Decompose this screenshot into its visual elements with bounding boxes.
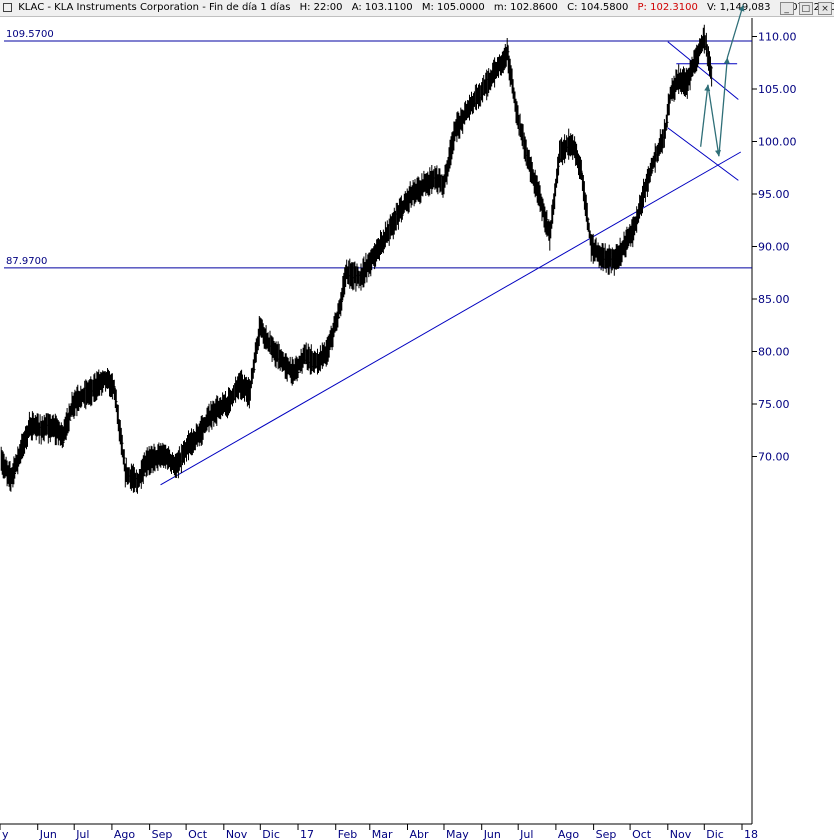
x-tick-label: Ago: [114, 828, 136, 840]
chart-menu-icon[interactable]: [3, 3, 12, 12]
y-tick-label: 90.00: [758, 241, 790, 254]
x-tick-label: Dic: [706, 828, 724, 840]
trendline[interactable]: [667, 41, 739, 100]
x-tick-label: Abr: [409, 828, 429, 840]
window-controls: _ □ ×: [778, 1, 832, 16]
x-tick-label: Mar: [372, 828, 393, 840]
x-tick-label: May: [446, 828, 469, 840]
x-tick-label: Ago: [558, 828, 580, 840]
close-icon[interactable]: ×: [818, 2, 832, 15]
y-tick-label: 105.00: [758, 83, 797, 96]
x-tick-label: Oct: [188, 828, 208, 840]
last-time-readout: H: 22:00: [299, 2, 343, 13]
x-tick-label: 18: [744, 828, 758, 840]
y-tick-label: 95.00: [758, 188, 790, 201]
x-tick-label: Feb: [338, 828, 357, 840]
projection-arrowhead: [715, 149, 721, 157]
x-tick-label: 17: [300, 828, 314, 840]
x-tick-label: Jun: [483, 828, 501, 840]
low-readout: m: 102.8600: [493, 2, 558, 13]
projection-arrowhead: [723, 57, 730, 64]
trendline[interactable]: [667, 127, 739, 181]
symbol-title: KLAC - KLA Instruments Corporation - Fin…: [18, 2, 291, 13]
volume-readout: V: 1,149,083: [707, 2, 771, 13]
projection-segment[interactable]: [726, 4, 744, 58]
minimize-icon[interactable]: _: [779, 2, 794, 15]
previous-readout: P: 102.3100: [637, 2, 698, 13]
x-tick-label: y: [2, 828, 9, 840]
y-tick-label: 110.00: [758, 31, 797, 44]
x-tick-label: Dic: [262, 828, 280, 840]
projection-segment[interactable]: [707, 84, 720, 157]
high-readout: M: 105.0000: [421, 2, 485, 13]
x-tick-label: Jun: [39, 828, 57, 840]
x-tick-label: Sep: [596, 828, 617, 840]
x-tick-label: Sep: [152, 828, 173, 840]
level-label: 109.5700: [6, 29, 54, 40]
open-readout: A: 103.1100: [351, 2, 413, 13]
y-tick-label: 70.00: [758, 451, 790, 464]
maximize-icon[interactable]: □: [798, 2, 813, 15]
projection-segment[interactable]: [699, 84, 709, 147]
x-tick-label: Nov: [670, 828, 692, 840]
x-tick-label: Jul: [519, 828, 533, 840]
level-label: 87.9700: [6, 256, 47, 267]
x-tick-label: Nov: [226, 828, 248, 840]
y-tick-label: 80.00: [758, 346, 790, 359]
trendline[interactable]: [160, 151, 742, 486]
price-bars: [0, 24, 713, 494]
x-tick-label: Jul: [75, 828, 89, 840]
projection-segment[interactable]: [718, 57, 729, 157]
x-tick-label: Oct: [632, 828, 652, 840]
y-tick-label: 100.00: [758, 136, 797, 149]
y-tick-label: 85.00: [758, 293, 790, 306]
y-tick-label: 75.00: [758, 398, 790, 411]
chart-title-bar: KLAC - KLA Instruments Corporation - Fin…: [0, 0, 834, 17]
projection-arrowhead: [738, 5, 745, 12]
close-readout: C: 104.5800: [567, 2, 629, 13]
